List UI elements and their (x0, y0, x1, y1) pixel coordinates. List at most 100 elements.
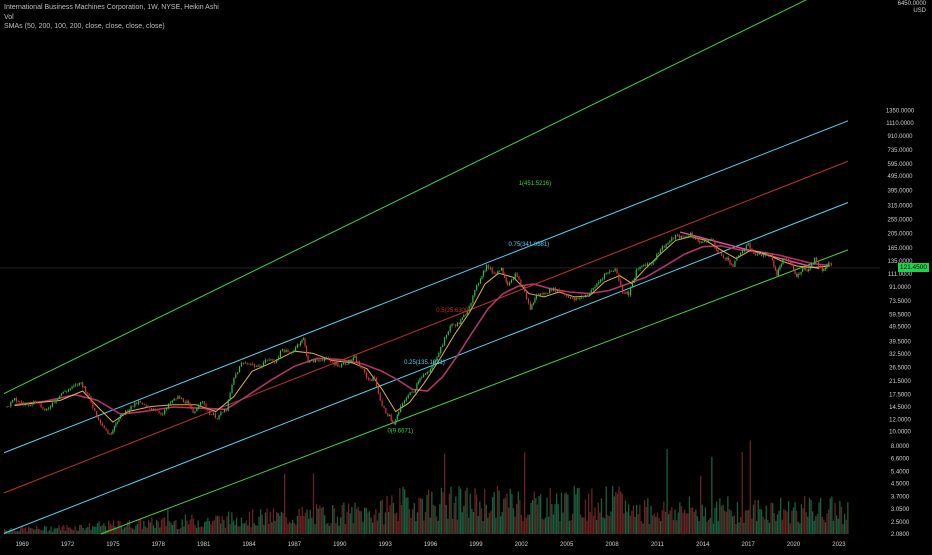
candle-body (823, 269, 825, 272)
volume-bar (559, 520, 561, 534)
volume-bar (135, 525, 137, 534)
candle-body (24, 404, 26, 405)
candle-body (650, 263, 652, 265)
volume-bar (696, 516, 699, 534)
candle-body (671, 237, 673, 241)
volume-bar (535, 498, 537, 534)
candle-body (304, 338, 306, 346)
candle-body (189, 403, 191, 407)
currency-label[interactable]: USD (913, 8, 926, 14)
candle-body (118, 418, 120, 422)
candle-body (409, 392, 411, 396)
volume-bar (612, 485, 614, 534)
volume-bar (807, 516, 809, 534)
candle-body (564, 293, 566, 295)
volume-bar (712, 523, 715, 534)
volume-bar (580, 514, 582, 534)
volume-bar (605, 486, 607, 534)
candle-body (682, 235, 684, 238)
candle-body (283, 349, 285, 353)
candle-body (121, 414, 123, 415)
candle-body (401, 402, 404, 407)
volume-indicator-label[interactable]: Vol (4, 13, 14, 21)
price-tick-label: 205.0000 (887, 232, 913, 238)
candle-body (645, 264, 647, 267)
candle-body (196, 408, 198, 412)
volume-bar (792, 507, 795, 534)
candle-body (115, 423, 117, 427)
candle-body (648, 263, 651, 265)
candle-body (78, 382, 80, 386)
volume-bar (480, 508, 483, 534)
volume-bar (821, 516, 823, 534)
candle-body (385, 408, 387, 414)
volume-bar (274, 520, 276, 534)
candle-body (164, 409, 166, 414)
candle-body (760, 252, 763, 257)
volume-bar (471, 508, 473, 534)
sma-indicator-label[interactable]: SMAs (50, 200, 100, 200, close, close, c… (4, 23, 165, 30)
candle-body (571, 297, 573, 299)
candle-body (138, 401, 140, 404)
candle-body (663, 246, 665, 248)
candle-body (646, 263, 649, 267)
volume-bar (448, 493, 451, 534)
volume-bar (119, 521, 121, 534)
candle-body (607, 272, 609, 274)
volume-bar (156, 519, 158, 534)
price-tick-label: 595.0000 (887, 162, 913, 168)
candle-body (36, 402, 38, 404)
candle-body (169, 402, 171, 404)
candle-body (800, 271, 802, 275)
volume-bar (303, 516, 305, 534)
candle-body (552, 287, 555, 291)
price-tick-label: 39.5000 (889, 339, 911, 345)
candle-body (717, 249, 719, 253)
volume-bar (797, 521, 799, 534)
volume-bar (504, 497, 507, 534)
candle-body (432, 361, 435, 366)
volume-bar (600, 498, 603, 534)
volume-bar (418, 497, 420, 534)
volume-bar (296, 515, 299, 534)
candle-body (531, 304, 533, 310)
volume-bar (4, 528, 6, 534)
volume-bar (805, 512, 807, 534)
volume-bar (541, 518, 543, 534)
volume-bar (202, 526, 204, 534)
volume-bar (709, 517, 711, 534)
candle-body (605, 272, 607, 274)
candle-body (751, 248, 753, 252)
candle-body (175, 398, 177, 400)
candle-body (305, 345, 308, 356)
candle-body (550, 288, 553, 291)
candle-body (97, 416, 100, 420)
volume-bar (759, 509, 761, 534)
volume-bar (125, 526, 127, 534)
candle-body (788, 258, 790, 263)
candle-body (567, 296, 570, 298)
candle-body (556, 289, 558, 292)
candle-body (299, 342, 302, 346)
candle-body (616, 268, 618, 274)
candle-body (569, 297, 572, 299)
volume-bar (367, 512, 369, 534)
candle-body (684, 236, 686, 238)
candle-body (285, 349, 287, 353)
candle-body (658, 253, 660, 255)
candle-body (86, 392, 88, 394)
candle-body (609, 271, 611, 273)
volume-bar (77, 531, 79, 534)
volume-bar (405, 497, 407, 534)
candle-body (826, 265, 828, 268)
volume-bar (525, 517, 527, 534)
candle-body (212, 413, 215, 415)
candle-body (83, 386, 85, 388)
volume-bar (808, 497, 811, 534)
volume-bar (311, 517, 313, 534)
volume-bar (253, 523, 255, 534)
volume-bar (728, 509, 731, 534)
volume-bar (12, 530, 14, 534)
